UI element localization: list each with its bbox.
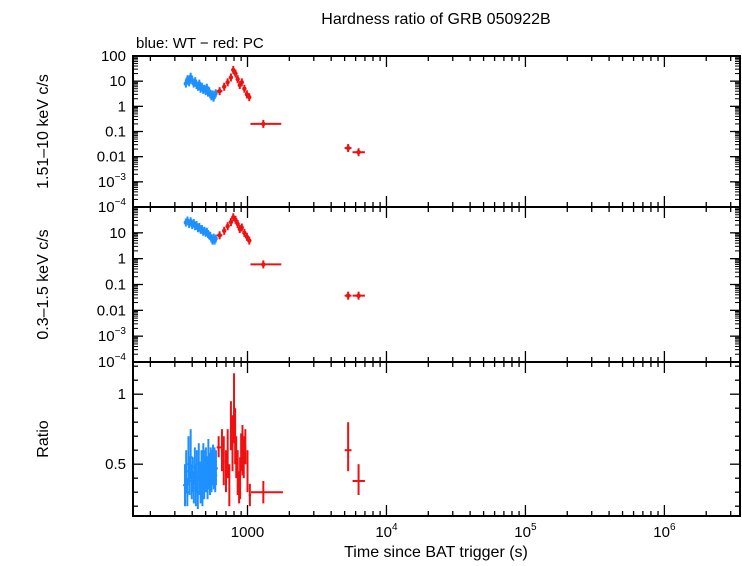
- x-tick-label-exp: 5: [531, 522, 537, 533]
- y-tick-label-base: 10: [98, 328, 115, 345]
- y-tick-label-base: 0.01: [97, 149, 126, 166]
- data-point: [261, 121, 266, 127]
- series-pc: [216, 65, 365, 157]
- data-point: [225, 224, 230, 229]
- y-tick-label-base: 1: [118, 251, 126, 268]
- x-tick-label-base: 10: [653, 524, 670, 541]
- data-point: [225, 80, 230, 85]
- data-point: [186, 80, 192, 85]
- y-axis-label: Ratio: [35, 420, 52, 457]
- y-tick-label: 0.1: [105, 124, 126, 141]
- panel-frame: [132, 361, 741, 517]
- y-tick-label: 10: [109, 225, 126, 242]
- y-axis-label: 1.51–10 keV c/s: [35, 74, 52, 189]
- y-tick-label-base: 10: [98, 354, 115, 371]
- panel-frame: [132, 55, 741, 208]
- x-tick-label-base: 1000: [231, 524, 264, 541]
- data-point: [233, 71, 238, 76]
- y-tick-label: 0.01: [97, 149, 126, 166]
- y-tick-label-exp: −4: [115, 352, 127, 363]
- data-point: [217, 88, 222, 94]
- data-point: [213, 91, 218, 96]
- data-point: [261, 262, 266, 267]
- y-tick-label: 10−3: [98, 172, 127, 191]
- y-tick-label-base: 0.01: [97, 302, 126, 319]
- x-tick-label-base: 10: [375, 524, 392, 541]
- y-tick-label-base: 10: [109, 73, 126, 90]
- x-tick-label-exp: 6: [670, 522, 676, 533]
- y-tick-label: 0.1: [105, 277, 126, 294]
- y-tick-label: 1: [118, 98, 126, 115]
- data-point: [242, 230, 247, 236]
- y-tick-label-base: 0.1: [105, 124, 126, 141]
- data-point: [197, 81, 202, 86]
- data-point: [228, 75, 234, 80]
- y-tick-label-base: 0.1: [105, 277, 126, 294]
- data-point: [345, 145, 351, 151]
- y-tick-label-exp: −3: [115, 172, 127, 183]
- series-wt: [183, 72, 218, 102]
- y-tick-label: 0.01: [97, 302, 126, 319]
- data-point: [247, 95, 252, 100]
- y-tick-label-base: 0.5: [105, 456, 126, 473]
- data-point: [244, 92, 250, 97]
- x-axis-label: Time since BAT trigger (s): [344, 544, 528, 561]
- series-wt: [182, 429, 218, 509]
- y-tick-label: 10−4: [98, 197, 127, 216]
- x-tick-label: 106: [653, 522, 676, 541]
- data-point: [217, 233, 222, 238]
- data-point: [231, 67, 236, 73]
- y-tick-label: 10: [109, 73, 126, 90]
- chart-subtitle: blue: WT − red: PC: [136, 35, 264, 52]
- data-point: [356, 150, 361, 155]
- y-tick-label-exp: −3: [115, 326, 127, 337]
- series-pc: [216, 373, 365, 507]
- data-point: [228, 219, 234, 225]
- data-point: [345, 293, 351, 298]
- data-point: [222, 228, 227, 233]
- y-tick-label: 0.5: [105, 456, 126, 473]
- data-point: [242, 86, 247, 91]
- data-point: [239, 80, 245, 85]
- data-point: [247, 238, 252, 243]
- y-tick-label: 1: [118, 251, 126, 268]
- y-tick-label: 100: [101, 48, 126, 65]
- data-point: [356, 293, 361, 298]
- y-tick-label: 10−3: [98, 326, 127, 345]
- data-point: [235, 76, 240, 82]
- data-point: [239, 225, 245, 230]
- chart-title: Hardness ratio of GRB 050922B: [321, 11, 550, 28]
- y-tick-label-base: 10: [98, 174, 115, 191]
- x-tick-label-exp: 4: [392, 522, 398, 533]
- y-tick-label-base: 10: [109, 225, 126, 242]
- data-point: [233, 217, 238, 222]
- x-tick-label: 104: [375, 522, 398, 541]
- x-tick-label-base: 10: [514, 524, 531, 541]
- y-tick-label-base: 100: [101, 48, 126, 65]
- y-tick-label-base: 1: [118, 386, 126, 403]
- y-tick-label-base: 10: [98, 199, 115, 216]
- data-point: [222, 84, 227, 89]
- data-point: [213, 236, 218, 241]
- series-pc: [216, 213, 365, 300]
- y-axis-label: 0.3–1.5 keV c/s: [35, 229, 52, 339]
- series-wt: [183, 216, 218, 245]
- y-tick-label-base: 1: [118, 98, 126, 115]
- x-tick-label: 1000: [231, 524, 264, 541]
- data-point: [244, 234, 250, 240]
- y-tick-label-exp: −4: [115, 197, 127, 208]
- y-tick-label: 1: [118, 386, 126, 403]
- x-tick-label: 105: [514, 522, 537, 541]
- y-tick-label: 10−4: [98, 352, 127, 371]
